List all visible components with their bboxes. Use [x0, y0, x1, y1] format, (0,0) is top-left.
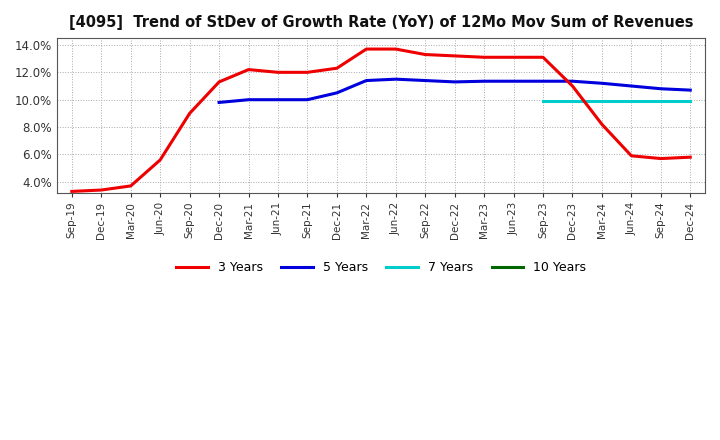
Title: [4095]  Trend of StDev of Growth Rate (YoY) of 12Mo Mov Sum of Revenues: [4095] Trend of StDev of Growth Rate (Yo…: [69, 15, 693, 30]
Legend: 3 Years, 5 Years, 7 Years, 10 Years: 3 Years, 5 Years, 7 Years, 10 Years: [171, 257, 591, 279]
